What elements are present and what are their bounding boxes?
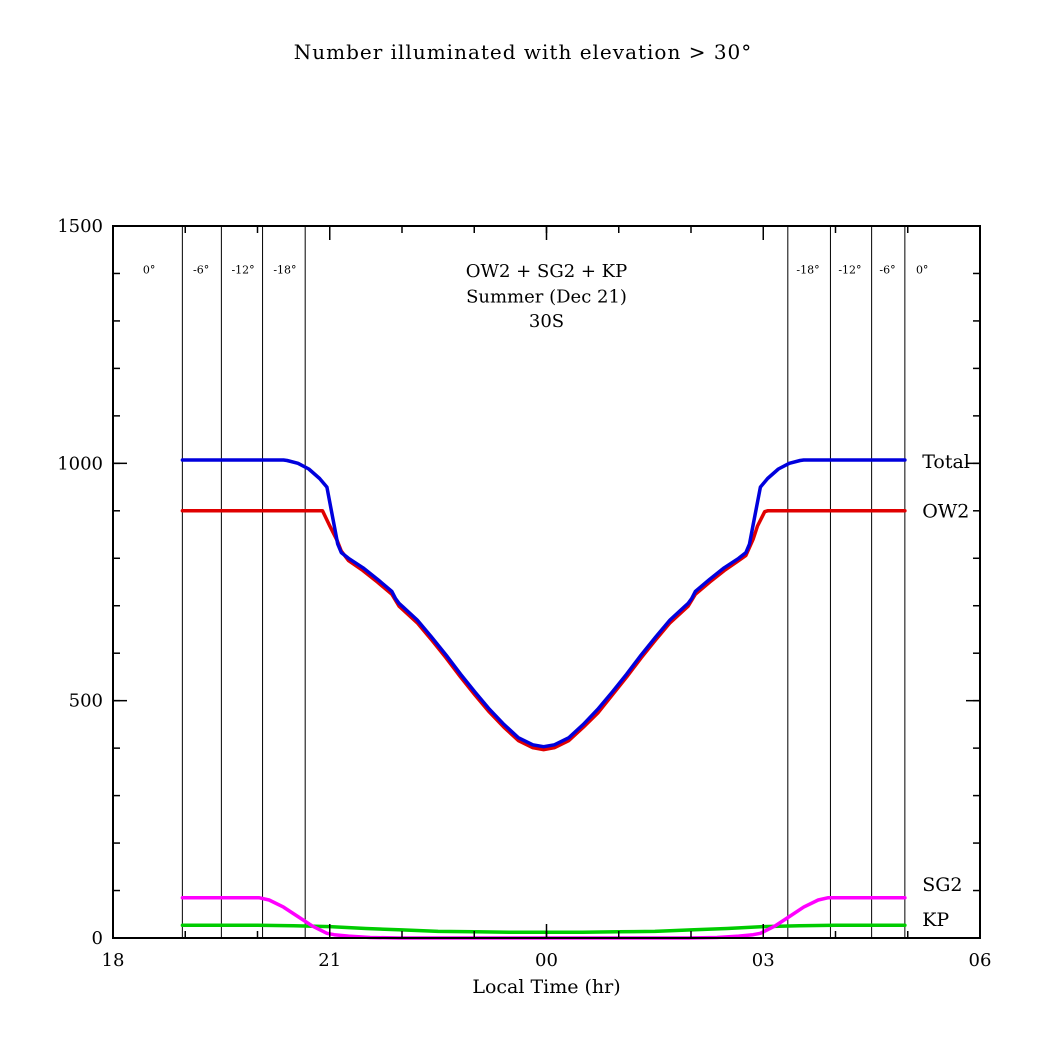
twilight-elevation-label: 0° [143,264,156,277]
chart-title: Number illuminated with elevation > 30° [293,40,753,64]
annotation: OW2 + SG2 + KP [466,261,627,282]
total-series-line [180,458,907,749]
x-tick-label: 00 [535,950,558,971]
kp-series-label: KP [922,909,949,931]
y-tick-label: 500 [69,691,103,712]
y-tick-label: 0 [92,928,103,949]
annotation: 30S [529,311,564,332]
kp-series-line [180,923,907,935]
total-series-label: Total [922,451,970,473]
x-tick-label: 06 [969,950,992,971]
x-axis-label: Local Time (hr) [472,976,621,998]
twilight-elevation-label: -18° [796,264,819,277]
annotation: Summer (Dec 21) [466,286,627,307]
twilight-elevation-label: 0° [916,264,929,277]
plot-border [112,225,981,939]
twilight-elevation-label: -12° [838,264,861,277]
twilight-elevation-label: -12° [231,264,254,277]
twilight-elevation-label: -18° [273,264,296,277]
ow2-series-line [180,509,907,752]
twilight-elevation-label: -6° [193,264,209,277]
y-tick-label: 1500 [57,216,103,237]
twilight-elevation-label: -6° [879,264,895,277]
x-tick-label: 18 [102,950,125,971]
x-tick-label: 03 [752,950,775,971]
x-tick-label: 21 [318,950,341,971]
ow2-series-label: OW2 [922,501,969,523]
sg2-series-label: SG2 [922,874,962,896]
y-tick-label: 1000 [57,453,103,474]
